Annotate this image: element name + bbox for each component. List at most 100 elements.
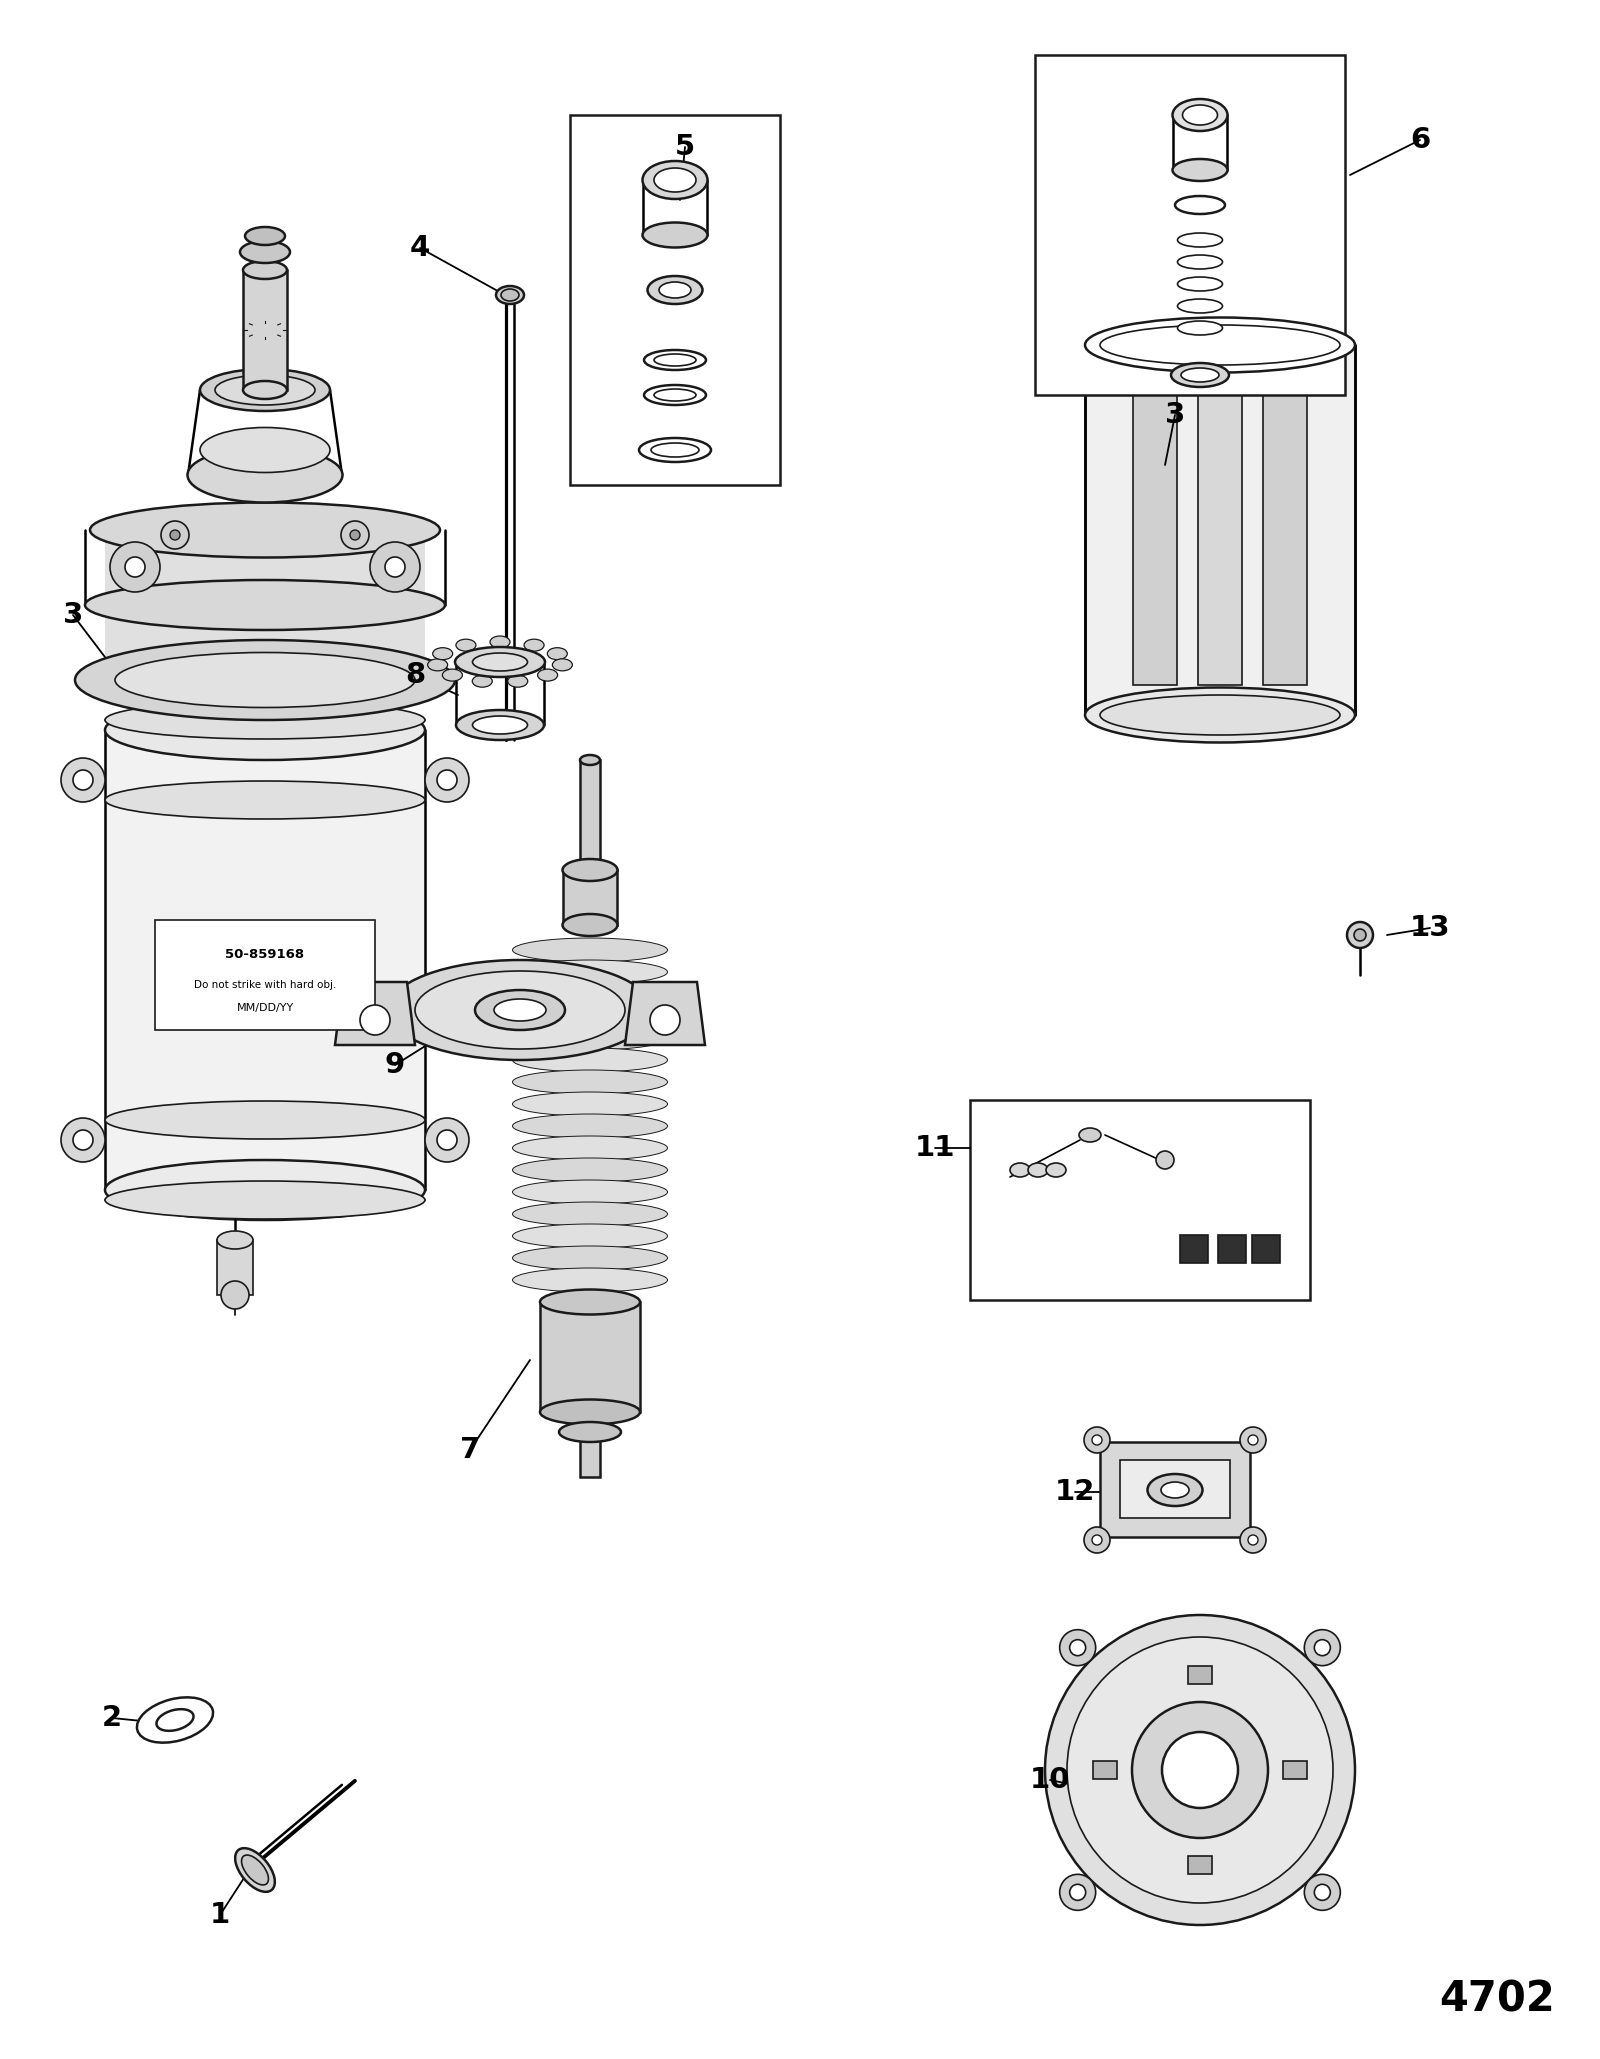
Ellipse shape — [1178, 233, 1222, 247]
Ellipse shape — [1147, 1474, 1203, 1505]
Ellipse shape — [472, 675, 493, 688]
Circle shape — [74, 770, 93, 791]
Bar — [579, 760, 600, 871]
Ellipse shape — [512, 982, 667, 1007]
Text: 9: 9 — [386, 1050, 405, 1079]
Circle shape — [1070, 1884, 1086, 1900]
Ellipse shape — [490, 636, 510, 649]
Ellipse shape — [512, 1180, 667, 1205]
Bar — [1120, 1460, 1230, 1517]
Ellipse shape — [1010, 1163, 1030, 1178]
Bar — [563, 871, 618, 924]
Ellipse shape — [512, 1268, 667, 1291]
Bar — [1283, 1760, 1307, 1779]
Ellipse shape — [218, 1231, 253, 1250]
Bar — [970, 1100, 1310, 1299]
Text: 3: 3 — [62, 601, 83, 628]
Ellipse shape — [157, 1709, 194, 1732]
Ellipse shape — [512, 1246, 667, 1270]
Ellipse shape — [1101, 325, 1341, 364]
Ellipse shape — [1173, 159, 1227, 181]
Ellipse shape — [115, 653, 414, 708]
Ellipse shape — [512, 1202, 667, 1225]
Ellipse shape — [1078, 1128, 1101, 1143]
Ellipse shape — [1101, 696, 1341, 735]
Circle shape — [1059, 1874, 1096, 1911]
Ellipse shape — [61, 1118, 106, 1161]
Text: 4702: 4702 — [1440, 1979, 1555, 2020]
Bar — [243, 270, 286, 389]
Bar — [1101, 1441, 1250, 1536]
Circle shape — [1240, 1528, 1266, 1552]
Ellipse shape — [1027, 1163, 1048, 1178]
Bar — [155, 920, 374, 1030]
Ellipse shape — [512, 1048, 667, 1073]
Ellipse shape — [494, 999, 546, 1021]
Circle shape — [1085, 1528, 1110, 1552]
Ellipse shape — [654, 354, 696, 367]
Ellipse shape — [427, 659, 448, 671]
Text: 50-859168: 50-859168 — [226, 949, 304, 962]
Ellipse shape — [106, 1159, 426, 1221]
Ellipse shape — [563, 914, 618, 937]
Ellipse shape — [512, 1157, 667, 1182]
Ellipse shape — [547, 649, 568, 659]
Ellipse shape — [475, 990, 565, 1030]
Ellipse shape — [512, 1025, 667, 1050]
Circle shape — [1314, 1884, 1330, 1900]
Ellipse shape — [456, 710, 544, 739]
Circle shape — [1059, 1629, 1096, 1666]
Ellipse shape — [414, 972, 626, 1048]
Text: 11: 11 — [915, 1135, 955, 1161]
Ellipse shape — [654, 169, 696, 191]
Circle shape — [360, 1005, 390, 1036]
Polygon shape — [626, 982, 706, 1046]
Bar — [579, 1431, 600, 1476]
Circle shape — [350, 529, 360, 539]
Ellipse shape — [643, 222, 707, 247]
Circle shape — [650, 1005, 680, 1036]
Circle shape — [1091, 1536, 1102, 1544]
Ellipse shape — [242, 1855, 269, 1884]
Ellipse shape — [1178, 299, 1222, 313]
Circle shape — [437, 1130, 458, 1151]
Bar — [1198, 375, 1242, 686]
Ellipse shape — [648, 276, 702, 305]
Text: 6: 6 — [1410, 126, 1430, 154]
Bar — [1181, 1235, 1208, 1262]
Bar — [1187, 1666, 1213, 1684]
Ellipse shape — [512, 1091, 667, 1116]
Bar — [570, 115, 781, 486]
Ellipse shape — [541, 1400, 640, 1425]
Ellipse shape — [426, 1118, 469, 1161]
Ellipse shape — [579, 756, 600, 766]
Ellipse shape — [1178, 321, 1222, 336]
Ellipse shape — [1085, 317, 1355, 373]
Bar — [1093, 1760, 1117, 1779]
Ellipse shape — [243, 381, 286, 399]
Ellipse shape — [651, 443, 699, 457]
Bar — [106, 529, 426, 686]
Text: 12: 12 — [1054, 1478, 1094, 1505]
Ellipse shape — [512, 1223, 667, 1248]
Circle shape — [386, 558, 405, 577]
Circle shape — [125, 558, 146, 577]
Ellipse shape — [496, 286, 525, 305]
Ellipse shape — [501, 288, 518, 301]
Circle shape — [170, 529, 179, 539]
Ellipse shape — [1173, 99, 1227, 132]
Ellipse shape — [1182, 105, 1218, 126]
Ellipse shape — [106, 1102, 426, 1139]
Bar — [1187, 1855, 1213, 1874]
Ellipse shape — [512, 1071, 667, 1093]
Ellipse shape — [200, 369, 330, 412]
Circle shape — [1070, 1639, 1086, 1655]
Text: 13: 13 — [1410, 914, 1450, 943]
Ellipse shape — [643, 385, 706, 406]
Circle shape — [437, 770, 458, 791]
Ellipse shape — [235, 1849, 275, 1892]
Ellipse shape — [214, 375, 315, 406]
Ellipse shape — [138, 1697, 213, 1742]
Ellipse shape — [1085, 688, 1355, 743]
Circle shape — [1067, 1637, 1333, 1903]
